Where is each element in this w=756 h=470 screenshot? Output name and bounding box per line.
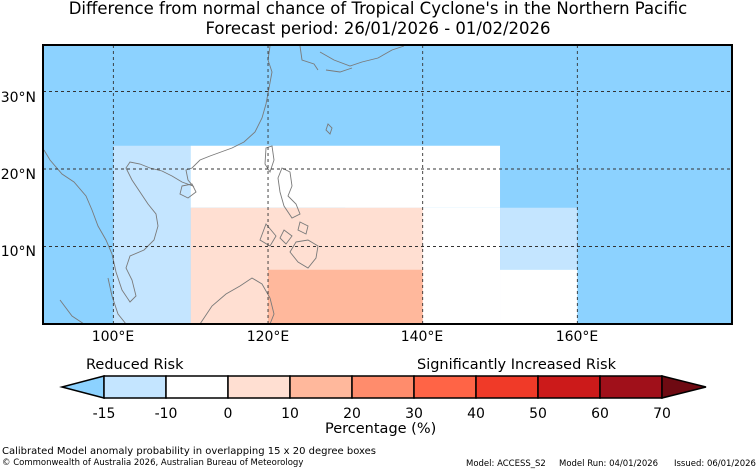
tick-label: 70	[653, 406, 671, 422]
lat-label-20n: 20°N	[0, 167, 36, 183]
colorbar-segment	[227, 375, 291, 399]
map-title: Difference from normal chance of Tropica…	[68, 0, 688, 18]
colorbar-upper-extension	[661, 375, 707, 399]
anomaly-boxes	[43, 45, 732, 324]
issued-date: Issued: 06/01/2026	[674, 459, 756, 469]
colorbar-lower-extension	[59, 375, 105, 399]
anomaly-box	[500, 269, 578, 324]
lon-label-100e: 100°E	[91, 329, 135, 345]
footer-copyright: © Commonwealth of Australia 2026, Austra…	[2, 458, 304, 468]
colorbar	[59, 375, 707, 399]
colorbar-xlabel: Percentage (%)	[325, 421, 437, 437]
colorbar-segment	[537, 375, 601, 399]
lat-label-30n: 30°N	[0, 90, 36, 106]
lat-label-10n: 10°N	[0, 244, 36, 260]
footer-methodology: Calibrated Model anomaly probability in …	[2, 446, 377, 457]
colorbar-segment	[413, 375, 477, 399]
colorbar-segment	[103, 375, 167, 399]
tick-label: 30	[405, 406, 423, 422]
tick-label: 40	[467, 406, 485, 422]
graticule	[43, 45, 732, 324]
tick-label: 0	[223, 406, 233, 422]
tick-label: -10	[154, 406, 178, 422]
tick-label: 60	[591, 406, 609, 422]
anomaly-box	[190, 145, 501, 208]
anomaly-box	[113, 145, 191, 324]
colorbar-segment	[475, 375, 539, 399]
anomaly-box	[500, 207, 578, 270]
model-name: Model: ACCESS_S2	[466, 459, 546, 469]
tick-label: 50	[529, 406, 547, 422]
lon-label-160e: 160°E	[555, 329, 599, 345]
colorbar-segment	[599, 375, 663, 399]
anomaly-box	[268, 269, 423, 324]
lon-label-140e: 140°E	[400, 329, 444, 345]
colorbar-segment	[289, 375, 353, 399]
increased-risk-label: Significantly Increased Risk	[417, 357, 616, 373]
forecast-period: Forecast period: 26/01/2026 - 01/02/2026	[205, 19, 551, 38]
tick-label: 20	[343, 406, 361, 422]
colorbar-segment	[165, 375, 229, 399]
tick-label: 10	[281, 406, 299, 422]
reduced-risk-label: Reduced Risk	[86, 357, 184, 373]
lon-label-120e: 120°E	[246, 329, 290, 345]
map-frame	[42, 44, 733, 325]
colorbar-segment	[351, 375, 415, 399]
tick-label: -15	[92, 406, 116, 422]
model-run: Model Run: 04/01/2026	[559, 459, 659, 469]
coastline	[43, 45, 405, 325]
